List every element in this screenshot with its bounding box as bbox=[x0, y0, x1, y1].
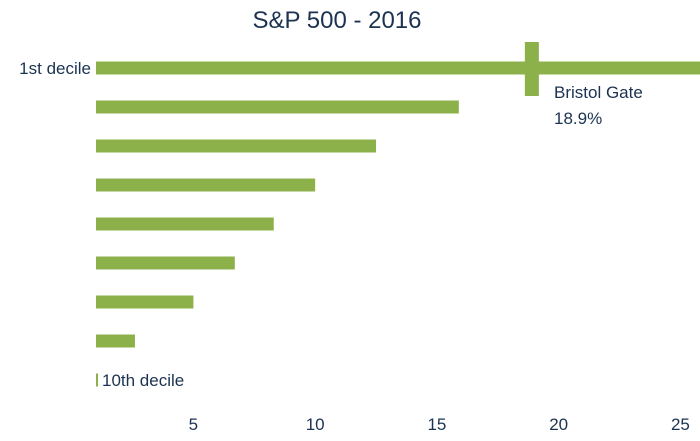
x-tick-label: 10 bbox=[306, 415, 325, 434]
category-label: 1st decile bbox=[19, 59, 91, 78]
bristol-gate-marker: Bristol Gate 18.9% bbox=[524, 42, 643, 128]
chart-title: S&P 500 - 2016 bbox=[252, 7, 421, 34]
bars-group bbox=[96, 61, 700, 387]
bar bbox=[96, 100, 459, 114]
bar bbox=[96, 61, 700, 75]
bar bbox=[96, 217, 274, 231]
x-tick-label: 15 bbox=[427, 415, 446, 434]
bar bbox=[96, 295, 194, 309]
bar bbox=[96, 373, 98, 387]
category-labels: 1st decile 10th decile bbox=[19, 59, 184, 390]
marker-line bbox=[524, 42, 539, 96]
bar bbox=[96, 178, 316, 192]
x-axis-ticks: 5 10 15 20 25 bbox=[189, 415, 690, 434]
category-label: 10th decile bbox=[102, 371, 184, 390]
x-tick-label: 25 bbox=[671, 415, 690, 434]
marker-value-label: 18.9% bbox=[554, 109, 602, 128]
bar bbox=[96, 256, 235, 270]
bar bbox=[96, 139, 377, 153]
x-tick-label: 20 bbox=[549, 415, 568, 434]
x-tick-label: 5 bbox=[189, 415, 198, 434]
marker-label: Bristol Gate bbox=[554, 83, 643, 102]
bar bbox=[96, 334, 135, 348]
